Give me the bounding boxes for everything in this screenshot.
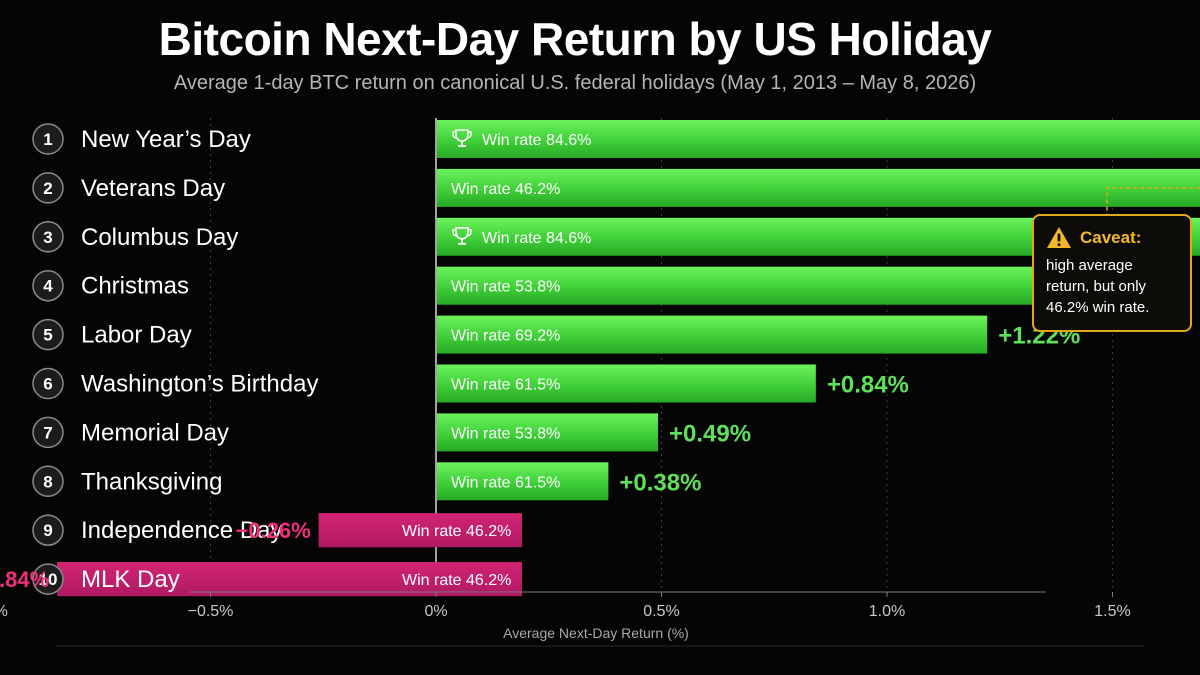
category-label: MLK Day	[81, 566, 180, 593]
rank-badge	[32, 221, 64, 253]
x-tick-label: −0.5%	[188, 603, 234, 620]
category-label: Thanksgiving	[81, 468, 222, 495]
trophy-icon	[452, 227, 472, 245]
win-rate-panel	[57, 562, 522, 597]
x-tick-label: −1.0%	[0, 603, 8, 620]
category-label: Memorial Day	[81, 419, 229, 446]
win-rate-label: Win rate 53.8%	[451, 425, 560, 442]
rank-number: 2	[43, 179, 52, 198]
win-rate-label: Win rate 69.2%	[451, 328, 560, 345]
x-tick-label: 1.5%	[1094, 603, 1130, 620]
win-rate-label: Win rate 46.2%	[402, 523, 511, 540]
rank-badge	[32, 269, 64, 302]
category-label: Labor Day	[81, 322, 192, 349]
bar	[437, 364, 816, 403]
rank-badge	[32, 367, 64, 400]
category-label: Christmas	[81, 273, 189, 300]
rank-number: 7	[43, 423, 52, 442]
category-label: Veterans Day	[81, 175, 225, 202]
caveat-title: Caveat:	[1080, 227, 1142, 247]
win-rate-label: Win rate 53.8%	[451, 279, 560, 296]
bars	[57, 120, 1200, 597]
rank-badge	[32, 123, 64, 155]
win-rate-label: Win rate 46.2%	[451, 181, 560, 198]
win-rate-label: Win rate 46.2%	[402, 572, 511, 589]
rank-number: 6	[43, 375, 52, 394]
caveat-text: high average return, but only 46.2% win …	[1046, 257, 1150, 316]
value-label: −0.84%	[0, 567, 49, 592]
bar	[437, 168, 1200, 207]
value-label: +0.49%	[669, 420, 751, 447]
x-tick-label: 0%	[424, 603, 447, 620]
win-rate-panel	[318, 513, 522, 548]
category-label: Columbus Day	[81, 224, 238, 251]
caveat-connector	[1106, 187, 1200, 214]
win-rate-label: Win rate 61.5%	[451, 474, 560, 491]
rank-number: 3	[43, 228, 52, 247]
x-axis-title: Average Next-Day Return (%)	[503, 625, 689, 641]
rank-badge	[32, 172, 64, 204]
rank-number: 4	[43, 277, 53, 296]
win-rate-label: Win rate 61.5%	[451, 377, 560, 394]
rank-number: 8	[43, 472, 52, 491]
x-tick-label: 1.0%	[869, 603, 905, 620]
chart-title: Bitcoin Next-Day Return by US Holiday	[158, 13, 992, 65]
x-tick-label: 0.5%	[643, 603, 679, 620]
rank-badge	[32, 318, 64, 351]
value-label: −0.26%	[236, 518, 311, 543]
category-label: Washington’s Birthday	[81, 371, 318, 398]
chart-subtitle: Average 1-day BTC return on canonical U.…	[173, 72, 977, 94]
value-label: +0.38%	[619, 469, 701, 496]
win-rate-label: Win rate 84.6%	[482, 230, 591, 247]
caveat-connector-line	[1106, 187, 1200, 214]
bar	[437, 413, 658, 452]
rank-badge	[32, 465, 64, 498]
trophy-icon	[452, 129, 472, 147]
win-rate-label: Win rate 84.6%	[482, 132, 591, 149]
category-label: Independence Day	[81, 517, 283, 544]
rank-badge	[32, 416, 64, 449]
bar	[437, 462, 609, 501]
rank-number: 5	[43, 326, 52, 345]
category-label: New Year’s Day	[81, 126, 251, 153]
rank-badge	[32, 563, 64, 595]
x-axis: −1.0%−0.5%0%0.5%1.0%1.5%2.0%2.5%Average …	[0, 591, 1145, 647]
warning-icon	[1047, 227, 1071, 248]
rank-badge	[32, 514, 64, 546]
bar	[437, 266, 1096, 305]
bar	[437, 315, 988, 354]
rank-number: 1	[43, 130, 52, 149]
value-label: +0.84%	[827, 372, 909, 399]
rank-number: 10	[39, 570, 58, 589]
bar	[437, 120, 1200, 158]
rank-number: 9	[43, 521, 52, 540]
caveat-callout: Caveat: high average return, but only 46…	[1032, 214, 1192, 332]
